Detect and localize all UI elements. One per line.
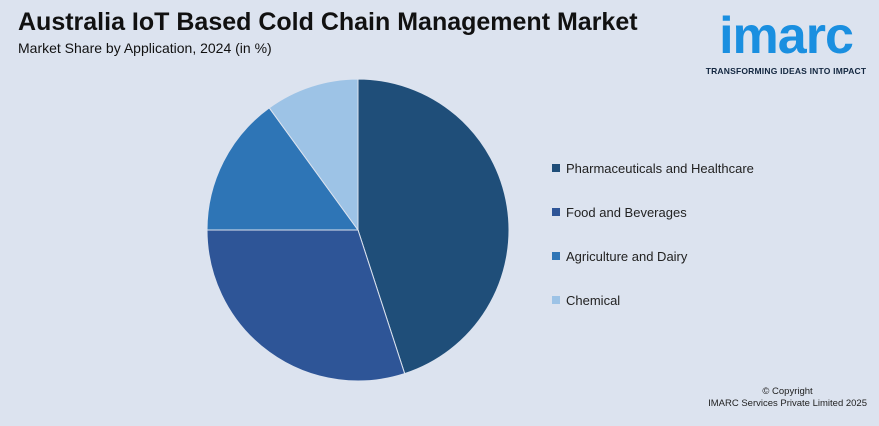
legend-item: Food and Beverages bbox=[552, 203, 754, 221]
legend-item: Agriculture and Dairy bbox=[552, 247, 754, 265]
legend-label: Agriculture and Dairy bbox=[566, 248, 688, 264]
pie-slice-agriculture-and-dairy bbox=[206, 107, 359, 231]
copyright-line: © Copyright bbox=[762, 386, 813, 397]
legend-swatch bbox=[552, 296, 560, 304]
pie-slice-food-and-beverages bbox=[206, 229, 406, 382]
copyright: © Copyright IMARC Services Private Limit… bbox=[708, 386, 867, 410]
imarc-logo: imarc TRANSFORMING IDEAS INTO IMPACT bbox=[700, 8, 872, 76]
chart-title: Australia IoT Based Cold Chain Managemen… bbox=[18, 8, 638, 36]
pie-slice-chemical bbox=[268, 78, 359, 232]
pie-slice-pharmaceuticals-and-healthcare bbox=[357, 78, 510, 375]
logo-tagline: TRANSFORMING IDEAS INTO IMPACT bbox=[705, 66, 867, 76]
legend-label: Pharmaceuticals and Healthcare bbox=[566, 160, 754, 176]
legend-swatch bbox=[552, 164, 560, 172]
legend-label: Chemical bbox=[566, 292, 621, 308]
copyright-line: IMARC Services Private Limited 2025 bbox=[708, 398, 867, 409]
legend-item: Chemical bbox=[552, 291, 754, 309]
legend-item: Pharmaceuticals and Healthcare bbox=[552, 159, 754, 177]
legend: Pharmaceuticals and Healthcare Food and … bbox=[552, 159, 754, 335]
logo-wordmark: imarc bbox=[719, 7, 854, 65]
chart-subtitle: Market Share by Application, 2024 (in %) bbox=[18, 40, 272, 56]
legend-label: Food and Beverages bbox=[566, 204, 687, 220]
legend-swatch bbox=[552, 252, 560, 260]
legend-swatch bbox=[552, 208, 560, 216]
